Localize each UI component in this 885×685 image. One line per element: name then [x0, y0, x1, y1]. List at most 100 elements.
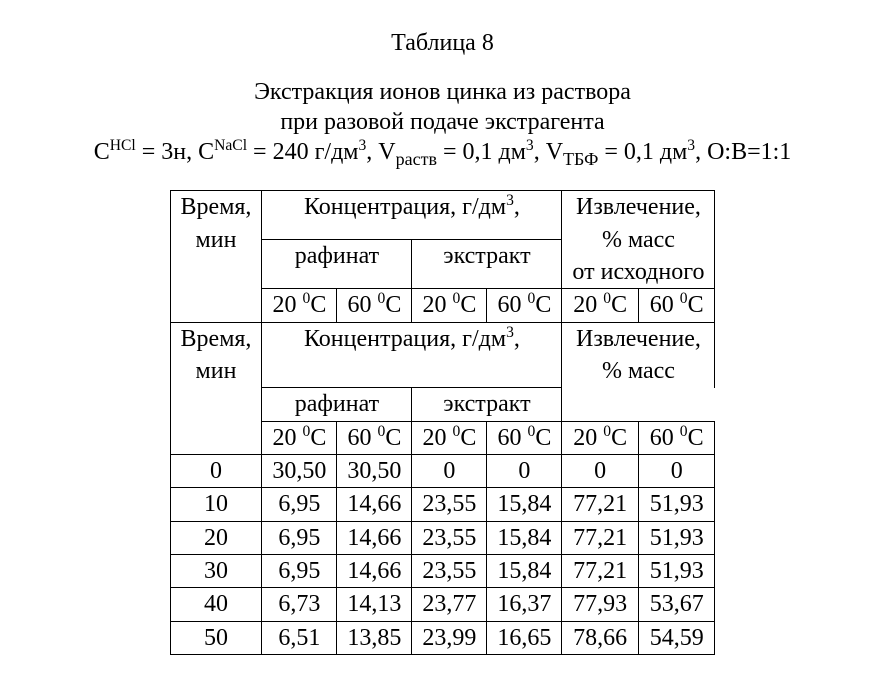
cell-i60: 0: [638, 454, 715, 487]
col-time: Время,мин: [170, 191, 262, 323]
cell-i20: 77,21: [562, 521, 639, 554]
header-row-1: Время, мин Концентрация, г/дм3, Извлечен…: [170, 322, 715, 387]
raf-60: 60 0C: [337, 289, 412, 322]
eq2: = 240 г/дм: [247, 139, 358, 165]
col-extraction: Извлечение,% масс: [562, 322, 715, 387]
table-row: 406,7314,1323,7716,3777,9353,67: [170, 588, 715, 621]
time-label-1: Время,: [181, 326, 252, 352]
c3: C: [460, 425, 476, 451]
tail: , O:B=1:1: [695, 139, 791, 165]
cell-r20: 6,73: [262, 588, 337, 621]
t20-1: 20: [273, 425, 303, 451]
cell-i60: 51,93: [638, 555, 715, 588]
table-number: Таблица 8: [40, 30, 845, 57]
izv-20: 20 0C: [562, 289, 639, 322]
cell-e20: 23,55: [412, 488, 487, 521]
conc-label: Концентрация, г/дм: [304, 326, 506, 352]
cube3: 3: [687, 137, 695, 154]
cell-r20: 30,50: [262, 454, 337, 487]
col-concentration: Концентрация, г/дм3,: [262, 191, 562, 240]
header-row-3: 20 0C 60 0C 20 0C 60 0C от исходного20 0…: [170, 421, 715, 454]
col-time: Время, мин: [170, 322, 262, 421]
ext-60: 60 0C: [487, 289, 562, 322]
table-row: 030,5030,500000: [170, 454, 715, 487]
t60-1: 60: [348, 425, 378, 451]
c4: C: [535, 425, 551, 451]
t20-2: 20: [423, 425, 453, 451]
c5: C: [611, 425, 627, 451]
cell-r60: 30,50: [337, 454, 412, 487]
ext-60: 60 0C: [487, 421, 562, 454]
table-row: 106,9514,6623,5515,8477,2151,93: [170, 488, 715, 521]
t20-3: 20: [573, 425, 603, 451]
cell-t: 40: [170, 588, 262, 621]
nacl-sup: NaCl: [214, 137, 247, 154]
izv-20: от исходного20 0C: [562, 421, 639, 454]
parameters-line: CHCl = 3н, CNaCl = 240 г/дм3, Vраств = 0…: [94, 139, 792, 165]
table-caption: Экстракция ионов цинка из раствора при р…: [40, 77, 845, 170]
cell-i20: 77,21: [562, 488, 639, 521]
cell-r60: 14,66: [337, 521, 412, 554]
v-t: , V: [534, 139, 563, 165]
cell-e20: 23,77: [412, 588, 487, 621]
v-r: , V: [366, 139, 395, 165]
cell-r20: 6,95: [262, 488, 337, 521]
col-concentration: Концентрация, г/дм3,: [262, 322, 562, 387]
v-t-eq: = 0,1 дм: [598, 139, 687, 165]
eq1: = 3н, C: [136, 139, 214, 165]
izv-60: 60 0C: [638, 289, 715, 322]
col-extract: экстракт: [412, 388, 562, 421]
cube2: 3: [526, 137, 534, 154]
cell-e60: 15,84: [487, 521, 562, 554]
c6: C: [688, 425, 704, 451]
cell-i60: 54,59: [638, 621, 715, 654]
table-row: 206,9514,6623,5515,8477,2151,93: [170, 521, 715, 554]
cell-r60: 14,13: [337, 588, 412, 621]
raf-20: 20 0C: [262, 421, 337, 454]
cell-t: 0: [170, 454, 262, 487]
ext-20: 20 0C: [412, 289, 487, 322]
cell-r60: 13,85: [337, 621, 412, 654]
raf-60: 60 0C: [337, 421, 412, 454]
raf-20: 20 0C: [262, 289, 337, 322]
cell-i20: 77,21: [562, 555, 639, 588]
v-r-sub: раств: [396, 149, 437, 169]
cell-r20: 6,51: [262, 621, 337, 654]
cell-e60: 15,84: [487, 488, 562, 521]
c2: C: [385, 425, 401, 451]
c1: C: [310, 425, 326, 451]
cell-i20: 77,93: [562, 588, 639, 621]
t60-3: 60: [650, 425, 680, 451]
cell-t: 50: [170, 621, 262, 654]
cell-e60: 15,84: [487, 555, 562, 588]
col-extract: экстракт: [412, 240, 562, 289]
cell-i20: 78,66: [562, 621, 639, 654]
cell-e60: 16,65: [487, 621, 562, 654]
cell-i60: 51,93: [638, 521, 715, 554]
table-row: 506,5113,8523,9916,6578,6654,59: [170, 621, 715, 654]
cell-e60: 16,37: [487, 588, 562, 621]
cell-e60: 0: [487, 454, 562, 487]
t60-2: 60: [498, 425, 528, 451]
cell-t: 20: [170, 521, 262, 554]
col-extraction: Извлечение,% массот исходного: [562, 191, 715, 289]
caption-line-2: при разовой подаче экстрагента: [280, 109, 604, 135]
cell-i60: 53,67: [638, 588, 715, 621]
col-raffinate: рафинат: [262, 388, 412, 421]
cell-e20: 23,55: [412, 555, 487, 588]
izv-60: 60 0C: [638, 421, 715, 454]
time-label-2: мин: [196, 358, 237, 384]
time-blank: [170, 421, 262, 454]
cell-e20: 0: [412, 454, 487, 487]
table-body: 030,5030,500000106,9514,6623,5515,8477,2…: [170, 454, 715, 654]
hcl-sup: HCl: [110, 137, 136, 154]
cell-r20: 6,95: [262, 521, 337, 554]
data-table: Время,минКонцентрация, г/дм3,Извлечение,…: [170, 190, 716, 655]
caption-line-1: Экстракция ионов цинка из раствора: [254, 79, 631, 105]
table-row: 306,9514,6623,5515,8477,2151,93: [170, 555, 715, 588]
cell-t: 10: [170, 488, 262, 521]
col-raffinate: рафинат: [262, 240, 412, 289]
v-t-sub: ТБФ: [563, 149, 598, 169]
ext-20: 20 0C: [412, 421, 487, 454]
cell-r60: 14,66: [337, 488, 412, 521]
